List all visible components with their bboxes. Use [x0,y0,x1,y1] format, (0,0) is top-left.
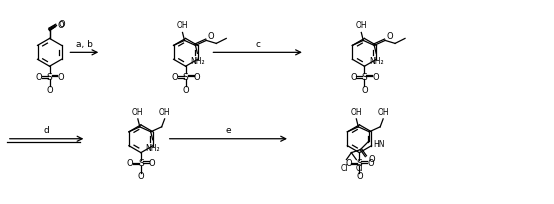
Text: OH: OH [356,21,367,30]
Text: c: c [255,40,260,49]
Text: O: O [46,85,53,94]
Text: OH: OH [132,107,143,116]
Text: O: O [356,171,363,180]
Text: S: S [138,158,144,167]
Text: S: S [362,72,367,81]
Text: O: O [57,72,64,81]
Text: O: O [171,72,178,81]
Text: NH₂: NH₂ [145,143,160,152]
Text: O: O [35,72,42,81]
Text: Cl: Cl [341,163,348,172]
Text: O: O [386,32,393,41]
Text: O: O [367,158,374,167]
Text: O: O [361,85,368,94]
Text: d: d [44,126,49,135]
Text: Cl: Cl [356,163,363,172]
Text: O: O [368,154,375,163]
Text: NH₂: NH₂ [369,57,383,66]
Text: O: O [350,72,357,81]
Text: e: e [225,126,231,135]
Text: O: O [182,85,189,94]
Text: O: O [58,21,64,30]
Text: O: O [137,171,144,180]
Text: a, b: a, b [76,40,93,49]
Text: HN: HN [373,140,384,149]
Text: O: O [127,158,134,167]
Text: O: O [345,158,352,167]
Text: S: S [183,72,188,81]
Text: OH: OH [159,107,171,116]
Text: O: O [372,72,378,81]
Text: O: O [59,20,65,29]
Text: S: S [357,158,362,167]
Text: S: S [47,72,53,81]
Text: OH: OH [177,21,188,30]
Text: OH: OH [377,107,389,116]
Text: O: O [148,158,155,167]
Text: NH₂: NH₂ [190,57,205,66]
Text: O: O [193,72,200,81]
Text: OH: OH [351,107,362,116]
Text: O: O [207,32,214,41]
